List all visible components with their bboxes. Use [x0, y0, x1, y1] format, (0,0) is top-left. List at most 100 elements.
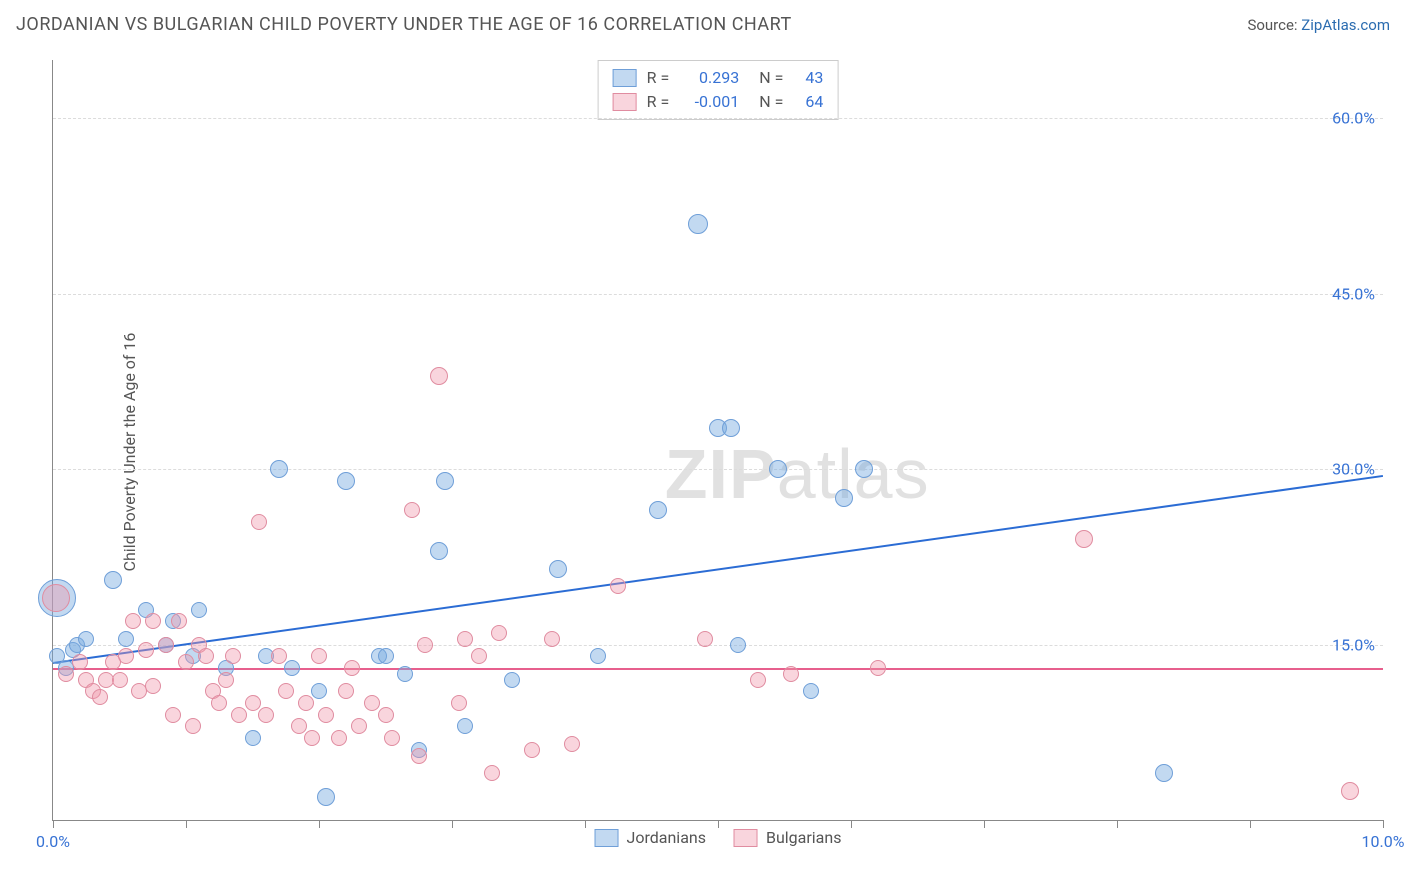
data-point	[58, 666, 74, 682]
x-tick	[851, 820, 852, 828]
data-point	[524, 742, 540, 758]
y-tick-label: 60.0%	[1332, 109, 1375, 128]
legend-item: Bulgarians	[734, 828, 841, 847]
data-point	[42, 584, 70, 612]
data-point	[504, 672, 520, 688]
data-point	[231, 707, 247, 723]
data-point	[298, 695, 314, 711]
y-tick-label: 45.0%	[1332, 284, 1375, 303]
data-point	[590, 648, 606, 664]
data-point	[378, 707, 394, 723]
watermark-atlas: atlas	[777, 435, 930, 513]
data-point	[225, 648, 241, 664]
data-point	[1155, 764, 1173, 782]
data-point	[451, 695, 467, 711]
data-point	[311, 683, 327, 699]
data-point	[165, 707, 181, 723]
x-tick	[186, 820, 187, 828]
data-point	[72, 654, 88, 670]
legend-swatch	[613, 93, 637, 111]
data-point	[688, 214, 708, 234]
data-point	[125, 613, 141, 629]
legend-row: R =0.293N =43	[613, 66, 824, 90]
data-point	[138, 642, 154, 658]
data-point	[270, 460, 288, 478]
data-point	[484, 765, 500, 781]
n-label: N =	[759, 66, 783, 90]
data-point	[258, 707, 274, 723]
x-tick	[585, 820, 586, 828]
x-tick-label: 10.0%	[1362, 832, 1405, 851]
data-point	[185, 718, 201, 734]
data-point	[291, 718, 307, 734]
legend-swatch	[734, 829, 758, 847]
data-point	[769, 460, 787, 478]
x-tick	[1250, 820, 1251, 828]
data-point	[471, 648, 487, 664]
data-point	[278, 683, 294, 699]
data-point	[145, 613, 161, 629]
data-point	[331, 730, 347, 746]
data-point	[211, 695, 227, 711]
data-point	[344, 660, 360, 676]
data-point	[544, 631, 560, 647]
trend-line	[53, 668, 1383, 670]
gridline	[53, 294, 1383, 295]
data-point	[104, 571, 122, 589]
data-point	[549, 560, 567, 578]
data-point	[311, 648, 327, 664]
correlation-legend: R =0.293N =43R =-0.001N =64	[598, 60, 839, 120]
data-point	[178, 654, 194, 670]
legend-swatch	[595, 829, 619, 847]
data-point	[158, 637, 174, 653]
data-point	[411, 748, 427, 764]
data-point	[384, 730, 400, 746]
data-point	[564, 736, 580, 752]
data-point	[697, 631, 713, 647]
data-point	[218, 672, 234, 688]
series-legend: Jordanians Bulgarians	[595, 828, 842, 847]
r-value: 0.293	[679, 66, 739, 90]
data-point	[171, 613, 187, 629]
data-point	[338, 683, 354, 699]
n-label: N =	[759, 90, 783, 114]
data-point	[750, 672, 766, 688]
chart-header: JORDANIAN VS BULGARIAN CHILD POVERTY UND…	[16, 14, 1390, 35]
data-point	[351, 718, 367, 734]
r-label: R =	[647, 90, 670, 114]
watermark: ZIPatlas	[665, 434, 930, 514]
data-point	[318, 707, 334, 723]
data-point	[457, 631, 473, 647]
gridline	[53, 469, 1383, 470]
x-tick	[53, 820, 54, 828]
data-point	[722, 419, 740, 437]
gridline	[53, 645, 1383, 646]
data-point	[364, 695, 380, 711]
source-link[interactable]: ZipAtlas.com	[1301, 16, 1390, 34]
data-point	[397, 666, 413, 682]
legend-label: Jordanians	[627, 828, 706, 847]
data-point	[191, 602, 207, 618]
data-point	[1341, 782, 1359, 800]
data-point	[271, 648, 287, 664]
data-point	[430, 367, 448, 385]
n-value: 43	[793, 66, 823, 90]
r-value: -0.001	[679, 90, 739, 114]
gridline	[53, 118, 1383, 119]
data-point	[436, 472, 454, 490]
data-point	[803, 683, 819, 699]
data-point	[430, 542, 448, 560]
data-point	[245, 730, 261, 746]
x-tick	[1117, 820, 1118, 828]
data-point	[855, 460, 873, 478]
data-point	[118, 631, 134, 647]
data-point	[337, 472, 355, 490]
data-point	[870, 660, 886, 676]
data-point	[730, 637, 746, 653]
data-point	[835, 489, 853, 507]
x-tick	[1383, 820, 1384, 828]
x-tick	[319, 820, 320, 828]
legend-item: Jordanians	[595, 828, 706, 847]
data-point	[649, 501, 667, 519]
trend-line	[53, 475, 1383, 664]
